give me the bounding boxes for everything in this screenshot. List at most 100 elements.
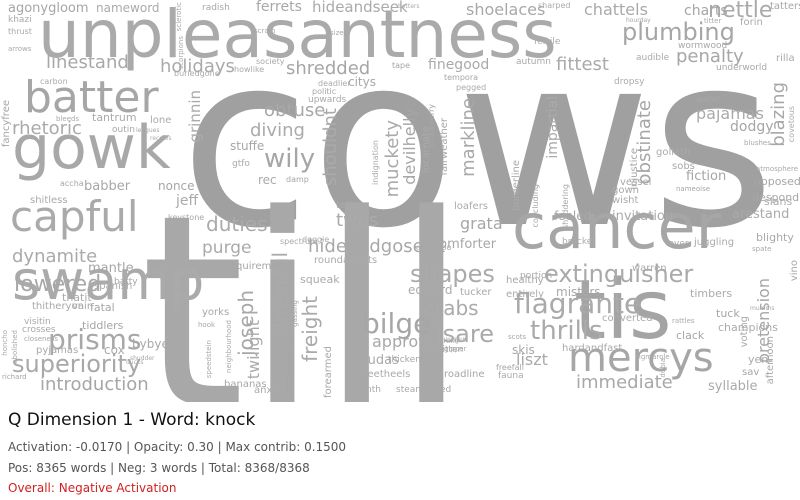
cloud-word: healthy: [506, 275, 544, 286]
cloud-word: roadline: [444, 369, 485, 380]
cloud-word: shredded: [286, 58, 371, 79]
cloud-word: carbon: [40, 77, 68, 86]
cloud-word: isare: [436, 320, 494, 348]
cloud-word: tempora: [444, 73, 479, 82]
cloud-word: agonygloom: [8, 1, 89, 16]
cloud-word: purge: [202, 238, 252, 258]
cloud-word: thrust: [8, 27, 32, 36]
cloud-word: forin: [740, 17, 763, 28]
cloud-word: loafers: [454, 201, 489, 212]
cloud-word: gipper: [444, 345, 467, 353]
cloud-word: batter: [24, 72, 159, 123]
cloud-word: unwritten: [420, 345, 464, 355]
cloud-word: warren: [632, 263, 667, 274]
cloud-word: citys: [348, 75, 376, 89]
word-counts: Pos: 8365 words | Neg: 3 words | Total: …: [8, 461, 310, 475]
cloud-word: plumbing: [622, 18, 735, 46]
cloud-word: cancer: [512, 190, 722, 263]
cloud-word: tester: [336, 201, 363, 211]
cloud-word: ferrets: [256, 0, 302, 15]
cloud-word: sclerotic: [175, 2, 183, 32]
cloud-word: cows: [180, 4, 776, 281]
cloud-word: spate: [752, 245, 772, 253]
dimension-title: Q Dimension 1 - Word: knock: [8, 410, 256, 430]
cloud-word: blighty: [756, 231, 794, 244]
cloud-word: fatal: [90, 301, 115, 314]
cloud-word: fertile: [534, 37, 561, 47]
cloud-word: sav: [742, 367, 760, 378]
cloud-word: borderline: [511, 160, 522, 212]
cloud-word: bybye: [132, 337, 169, 351]
cloud-word: covetous: [787, 106, 796, 143]
cloud-word: scots: [508, 333, 527, 341]
cloud-word: penalty: [676, 46, 744, 67]
cloud-word: spectrum: [280, 237, 318, 246]
cloud-word: lover: [666, 239, 689, 249]
cloud-word: shapes: [410, 260, 495, 288]
cloud-word: accha: [60, 179, 84, 188]
cloud-word: superiority: [12, 350, 142, 378]
cloud-word: converted: [602, 313, 653, 324]
cloud-word: scram: [254, 27, 276, 35]
cloud-word: crabs: [424, 296, 479, 320]
cloud-word: gowk: [12, 113, 171, 183]
cloud-word: linestand: [46, 52, 129, 73]
cloud-word: keystone: [168, 213, 205, 222]
cloud-word: damp: [286, 175, 309, 184]
cloud-word: scorpions: [177, 36, 185, 70]
cloud-word: grata: [460, 214, 503, 233]
cloud-word: rec: [258, 173, 277, 187]
cloud-word: pajamas: [696, 104, 764, 123]
cloud-word: pegged: [456, 83, 487, 92]
cloud-word: stuffe: [230, 139, 265, 153]
cloud-word: goliath: [656, 147, 691, 158]
cloud-word: grinnin: [186, 90, 204, 143]
cloud-word: fooled: [554, 209, 592, 223]
cloud-word: duties: [206, 212, 268, 236]
cloud-word: twos: [336, 210, 379, 231]
cloud-word: visitin: [24, 317, 51, 327]
cloud-word: audible: [636, 53, 670, 63]
cloud-word: tiddlers: [82, 319, 124, 332]
cloud-word: obtuse: [264, 100, 326, 121]
cloud-word: swamp: [12, 249, 205, 312]
cloud-word: devilhelly: [400, 108, 419, 185]
cloud-word: lowered: [14, 272, 102, 297]
cloud-word: blushes: [744, 139, 771, 147]
cloud-word: shitless: [30, 195, 68, 206]
cloud-word: deadlier: [318, 79, 351, 88]
cloud-word: fancyfree: [1, 100, 12, 148]
overall-activation-label: Overall: Negative Activation: [8, 481, 177, 495]
cloud-word: wily: [264, 144, 316, 174]
cloud-word: freight: [298, 296, 322, 362]
cloud-word: speedstein: [205, 340, 213, 379]
cloud-word: crosses: [22, 325, 56, 335]
cloud-word: howlike: [234, 65, 265, 74]
cloud-word: wallet: [696, 95, 720, 104]
cloud-word: incarnate: [421, 126, 432, 174]
cloud-word: fauna: [498, 371, 524, 381]
cloud-word: flagrante: [514, 287, 642, 320]
cloud-word: comforter: [432, 237, 497, 252]
cloud-word: charts: [684, 3, 728, 19]
cloud-word: twilight: [244, 320, 263, 380]
cloud-word: chattels: [584, 0, 648, 19]
cloud-word: lone: [150, 115, 172, 126]
cloud-word: clack: [676, 329, 705, 342]
cloud-word: timbers: [690, 287, 733, 300]
cloud-word: prisms: [48, 323, 142, 356]
cloud-word: feetheels: [364, 369, 411, 380]
cloud-word: hardandfast: [562, 343, 623, 354]
cloud-word: anxiety: [254, 385, 292, 396]
cloud-word: arrows: [8, 45, 32, 53]
cloud-word: nameoise: [676, 185, 711, 193]
cloud-word: cox: [104, 343, 125, 357]
cloud-word: hook: [198, 321, 216, 329]
cloud-word: yen: [748, 353, 769, 366]
cloud-word: hourday: [626, 17, 651, 24]
cloud-word: unpleasantness: [38, 0, 557, 73]
cloud-word: hideandgoseek: [308, 236, 446, 257]
cloud-word: tantrum: [92, 111, 137, 124]
cloud-word: diving: [250, 120, 305, 141]
cloud-word: rigmarole: [636, 353, 670, 361]
